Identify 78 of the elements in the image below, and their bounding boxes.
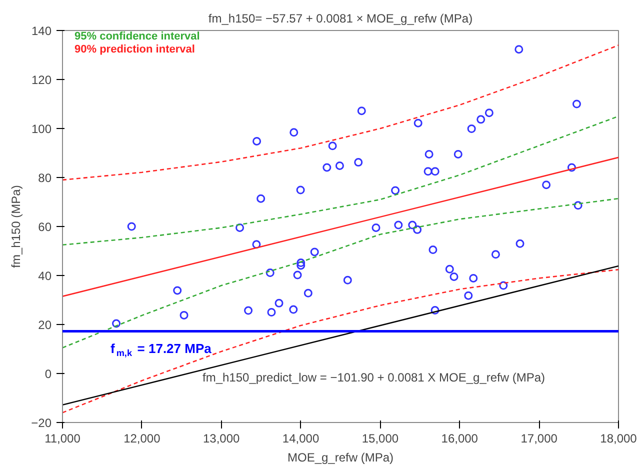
point bbox=[256, 194, 266, 203]
point bbox=[514, 45, 524, 54]
y-tick-label: 100 bbox=[31, 122, 52, 136]
point bbox=[293, 270, 302, 280]
point bbox=[469, 274, 478, 282]
x-tick-label: 18,000 bbox=[600, 432, 638, 446]
point bbox=[267, 308, 276, 316]
point bbox=[542, 180, 551, 190]
point bbox=[499, 281, 508, 290]
point bbox=[236, 223, 244, 232]
point bbox=[572, 100, 581, 108]
y-tick-label: 120 bbox=[31, 73, 52, 87]
point bbox=[445, 264, 454, 274]
point bbox=[310, 248, 319, 256]
point bbox=[516, 239, 524, 248]
x-axis-title: MOE_g_refw (MPa) bbox=[287, 450, 394, 464]
x-tick-label: 16,000 bbox=[441, 432, 478, 446]
x-tick-label: 14,000 bbox=[282, 432, 320, 446]
point bbox=[296, 186, 305, 194]
point bbox=[424, 167, 432, 176]
point bbox=[354, 158, 363, 167]
point bbox=[244, 306, 253, 315]
point bbox=[173, 286, 182, 295]
x-tick-label: 13,000 bbox=[203, 432, 240, 446]
y-tick-label: 140 bbox=[31, 24, 52, 38]
y-tick-label: 0 bbox=[44, 367, 52, 381]
point bbox=[112, 319, 121, 328]
y-tick-label: −20 bbox=[31, 416, 52, 430]
point bbox=[476, 115, 486, 124]
point bbox=[127, 222, 136, 231]
point bbox=[252, 136, 262, 146]
point bbox=[296, 261, 306, 270]
x-tick-label: 12,000 bbox=[124, 432, 161, 446]
y-tick-label: 40 bbox=[38, 269, 52, 283]
point bbox=[372, 223, 380, 232]
point bbox=[430, 306, 440, 315]
chart-title: fm_h150= −57.57 + 0.0081 × MOE_g_refw (MPa) bbox=[208, 12, 473, 26]
point bbox=[328, 142, 337, 150]
point bbox=[491, 250, 500, 259]
point bbox=[289, 305, 298, 314]
y-tick-label: 80 bbox=[38, 171, 52, 185]
x-tick-label: 15,000 bbox=[362, 432, 399, 446]
x-tick-label: 17,000 bbox=[520, 432, 558, 446]
point bbox=[304, 288, 312, 298]
point bbox=[274, 298, 284, 308]
point bbox=[335, 161, 344, 170]
point bbox=[180, 310, 188, 320]
point bbox=[574, 201, 582, 210]
point bbox=[408, 220, 417, 230]
point bbox=[391, 186, 400, 195]
point bbox=[467, 124, 476, 133]
point bbox=[296, 258, 306, 268]
y-tick-label: 60 bbox=[38, 220, 52, 234]
y-axis-title: fm_h150 (MPa) bbox=[9, 185, 24, 268]
point bbox=[343, 276, 352, 284]
point bbox=[430, 167, 440, 176]
point bbox=[322, 163, 332, 172]
point bbox=[252, 240, 261, 249]
line-series bbox=[62, 44, 618, 181]
point bbox=[266, 268, 274, 278]
point bbox=[428, 246, 438, 254]
point bbox=[464, 291, 473, 300]
point bbox=[290, 128, 298, 137]
text: 95% confidence interval bbox=[74, 30, 200, 42]
point bbox=[450, 272, 458, 281]
point bbox=[484, 108, 494, 118]
point bbox=[413, 225, 422, 234]
point bbox=[394, 220, 403, 230]
x-tick-label: 11,000 bbox=[44, 432, 81, 446]
point bbox=[567, 163, 576, 172]
annotation: fm_h150_predict_low = −101.90 + 0.0081 X MOE_g_refw (MPa) bbox=[202, 370, 546, 384]
text: 90% prediction interval bbox=[74, 44, 195, 56]
point bbox=[357, 106, 366, 116]
y-tick-label: 20 bbox=[38, 318, 52, 332]
point bbox=[414, 118, 422, 128]
point bbox=[454, 150, 462, 158]
line-series bbox=[62, 116, 618, 246]
point bbox=[424, 150, 434, 158]
